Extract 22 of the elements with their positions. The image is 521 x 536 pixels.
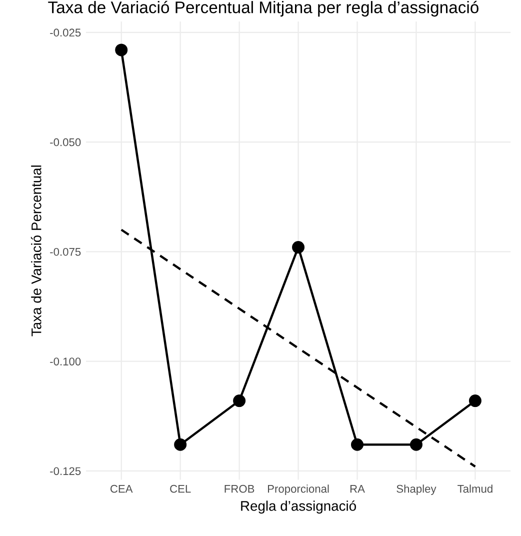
y-tick-label: -0.100 <box>50 358 81 366</box>
point <box>115 44 128 56</box>
y-tick-label: -0.075 <box>50 248 81 256</box>
chart-title: Taxa de Variació Percentual Mitjana per regla d’assignació <box>48 0 478 17</box>
x-tick-label: Talmud <box>458 484 492 493</box>
x-tick-label: Shapley <box>396 484 436 495</box>
point <box>292 241 305 254</box>
y-tick-label: -0.050 <box>50 138 81 146</box>
x-tick-label: CEA <box>110 484 133 493</box>
point <box>468 394 482 408</box>
point <box>233 394 246 408</box>
x-tick-label: FROB <box>224 484 254 493</box>
point <box>350 438 364 451</box>
x-axis-title: Regla d’assignació <box>241 500 356 514</box>
y-tick-label: -0.125 <box>50 467 81 476</box>
x-tick-label: CEL <box>170 484 191 493</box>
y-axis-title: Taxa de Variació Percentual <box>30 166 42 336</box>
y-tick-label: -0.025 <box>50 28 81 37</box>
x-tick-label: Proporcional <box>268 484 329 495</box>
point <box>174 438 187 451</box>
x-tick-label: RA <box>350 484 365 493</box>
point <box>410 438 422 451</box>
